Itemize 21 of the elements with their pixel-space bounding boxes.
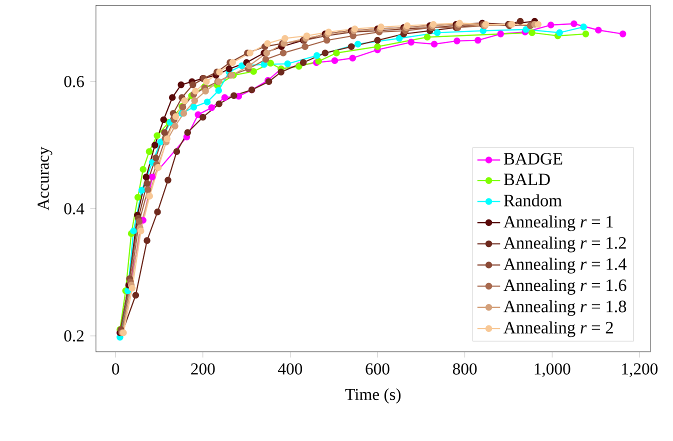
legend-label: Annealing r = 1.6 [504,278,626,295]
y-tick-label: 0.6 [64,76,84,88]
y-tick-label: 0.2 [64,330,84,342]
legend-label: BALD [504,174,550,186]
y-tick-label: 0.4 [64,203,84,214]
x-tick-label: 800 [452,363,477,375]
x-tick-label: 200 [191,363,215,375]
legend-label: Random [504,194,562,206]
legend-label: Annealing r = 2 [504,321,613,338]
x-axis-title: Time (s) [345,388,401,404]
legend-label: Annealing r = 1.2 [504,236,626,252]
legend-label: Annealing r = 1 [504,215,613,232]
legend-label: Annealing r = 1.4 [504,258,627,274]
x-tick-label: 600 [366,363,390,375]
legend-label: Annealing r = 1.8 [504,300,626,316]
x-tick-label: 1,200 [622,363,658,377]
x-tick-label: 400 [278,363,302,375]
legend-label: BADGE [504,152,562,165]
x-tick-label: 0 [112,363,120,375]
x-tick-label: 1,000 [534,363,570,377]
y-axis-title: Accuracy [38,146,52,210]
